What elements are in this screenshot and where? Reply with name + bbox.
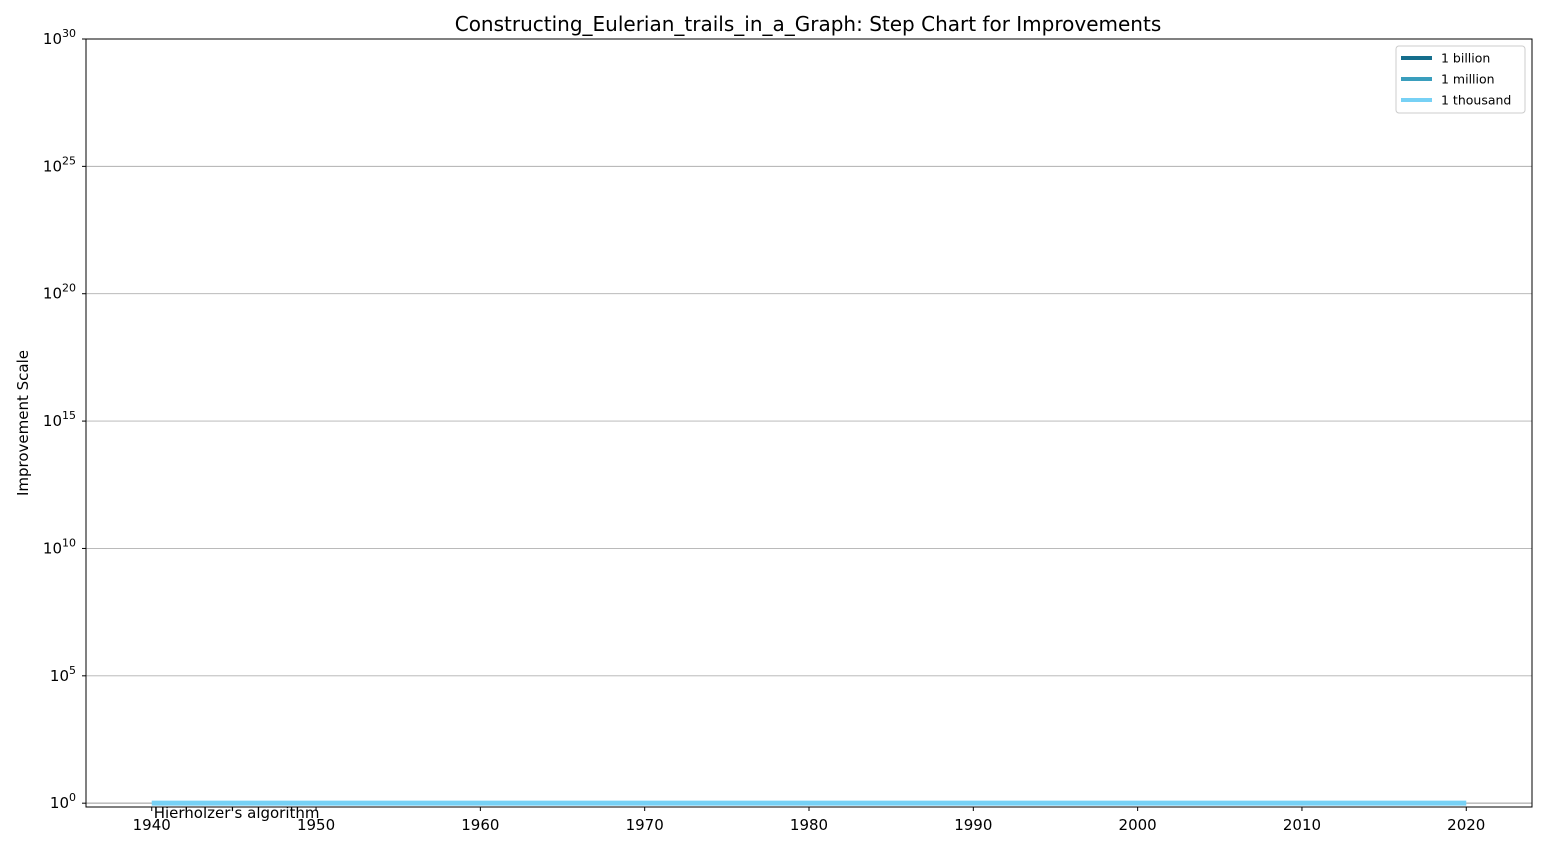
x-tick-label-2020: 2020 bbox=[1447, 816, 1485, 834]
x-axis: 1940 1950 1960 1970 1980 1990 2000 2010 2020 bbox=[133, 807, 1485, 834]
x-tick-label-1990: 1990 bbox=[954, 816, 992, 834]
y-tick-label-15: 1015 bbox=[43, 409, 76, 430]
x-tick-label-2010: 2010 bbox=[1283, 816, 1321, 834]
y-axis: 100 105 1010 1015 1020 1025 1030 bbox=[43, 27, 86, 812]
grid bbox=[86, 165, 1532, 677]
y-tick-label-0: 100 bbox=[50, 791, 76, 812]
y-tick-label-20: 1020 bbox=[43, 282, 76, 303]
x-tick-label-1960: 1960 bbox=[461, 816, 499, 834]
legend-box bbox=[1395, 45, 1526, 114]
legend-label-2: 1 thousand bbox=[1441, 93, 1511, 108]
legend-label-1: 1 million bbox=[1441, 72, 1495, 87]
y-tick-label-10: 1010 bbox=[43, 536, 76, 557]
x-tick-label-2000: 2000 bbox=[1119, 816, 1157, 834]
plot-frame bbox=[85, 38, 1533, 808]
y-axis-label: Improvement Scale bbox=[14, 350, 32, 496]
legend-label-0: 1 billion bbox=[1441, 51, 1490, 66]
y-tick-label-30: 1030 bbox=[43, 27, 76, 48]
x-tick-label-1940: 1940 bbox=[133, 816, 171, 834]
y-tick-label-5: 105 bbox=[50, 664, 76, 685]
annotation-0: Hierholzer's algorithm bbox=[154, 804, 320, 822]
x-tick-label-1950: 1950 bbox=[297, 816, 335, 834]
y-tick-label-25: 1025 bbox=[43, 154, 76, 175]
x-tick-label-1970: 1970 bbox=[626, 816, 664, 834]
legend: 1 billion 1 million 1 thousand bbox=[1395, 45, 1526, 114]
chart-title: Constructing_Eulerian_trails_in_a_Graph:… bbox=[455, 12, 1162, 36]
x-tick-label-1980: 1980 bbox=[790, 816, 828, 834]
annotations: Hierholzer's algorithm bbox=[154, 804, 320, 822]
